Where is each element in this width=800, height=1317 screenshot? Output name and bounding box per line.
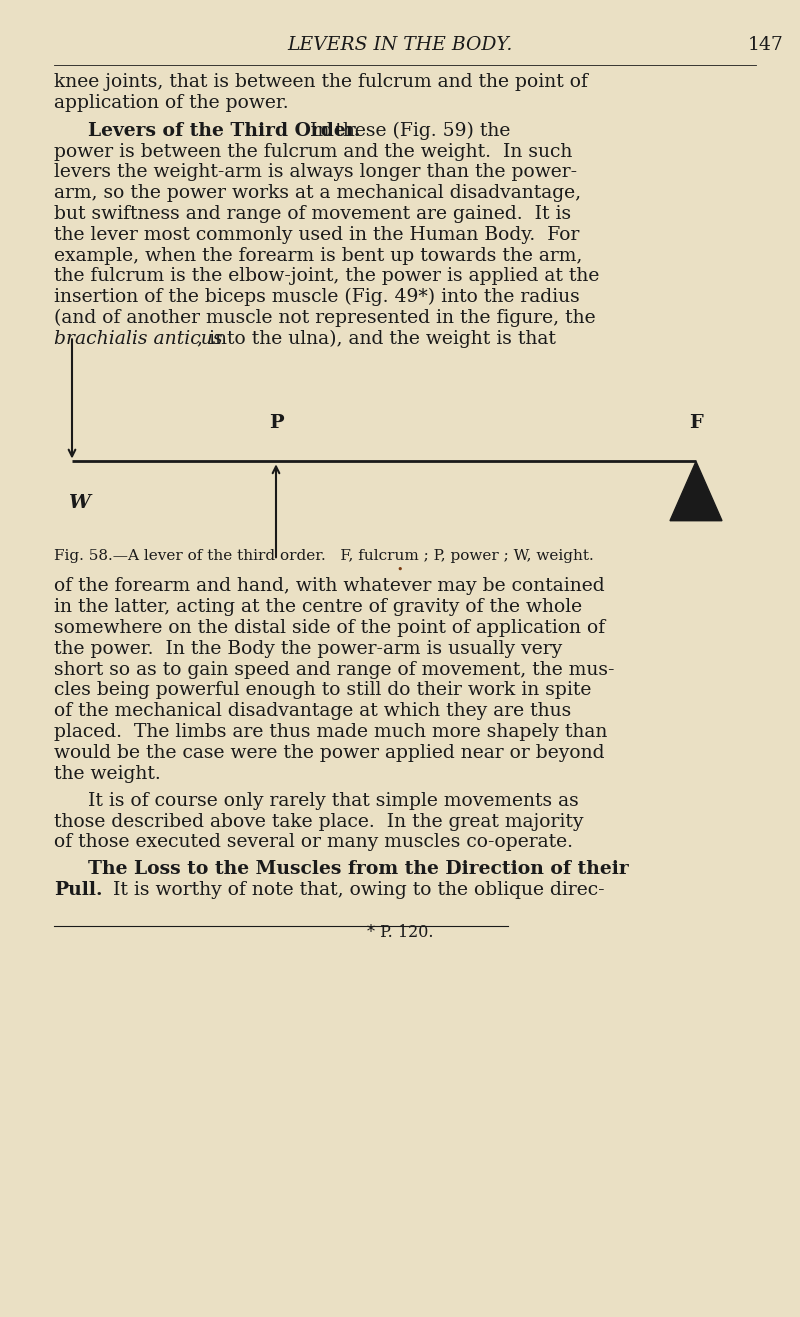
Text: the fulcrum is the elbow-joint, the power is applied at the: the fulcrum is the elbow-joint, the powe… [54, 267, 600, 286]
Text: It is of course only rarely that simple movements as: It is of course only rarely that simple … [88, 792, 578, 810]
Text: The Loss to the Muscles from the Direction of their: The Loss to the Muscles from the Directi… [88, 860, 629, 878]
Text: cles being powerful enough to still do their work in spite: cles being powerful enough to still do t… [54, 681, 592, 699]
Text: application of the power.: application of the power. [54, 94, 289, 112]
Text: brachialis anticus: brachialis anticus [54, 329, 223, 348]
Text: •: • [397, 565, 403, 574]
Text: It is worthy of note that, owing to the oblique direc-: It is worthy of note that, owing to the … [101, 881, 605, 900]
Text: * P. 120.: * P. 120. [366, 923, 434, 940]
Text: the power.  In the Body the power-arm is usually very: the power. In the Body the power-arm is … [54, 640, 562, 658]
Text: of the forearm and hand, with whatever may be contained: of the forearm and hand, with whatever m… [54, 577, 605, 595]
Text: but swiftness and range of movement are gained.  It is: but swiftness and range of movement are … [54, 205, 571, 223]
Text: insertion of the biceps muscle (Fig. 49*) into the radius: insertion of the biceps muscle (Fig. 49*… [54, 288, 580, 307]
Text: knee joints, that is between the fulcrum and the point of: knee joints, that is between the fulcrum… [54, 72, 588, 91]
Text: , into the ulna), and the weight is that: , into the ulna), and the weight is that [197, 329, 556, 348]
Text: in the latter, acting at the centre of gravity of the whole: in the latter, acting at the centre of g… [54, 598, 582, 616]
Text: power is between the fulcrum and the weight.  In such: power is between the fulcrum and the wei… [54, 142, 573, 161]
Text: the weight.: the weight. [54, 765, 161, 782]
Text: F: F [689, 415, 703, 432]
Text: the lever most commonly used in the Human Body.  For: the lever most commonly used in the Huma… [54, 225, 580, 244]
Text: In these (Fig. 59) the: In these (Fig. 59) the [310, 121, 510, 140]
Text: LEVERS IN THE BODY.: LEVERS IN THE BODY. [287, 36, 513, 54]
Text: W: W [68, 494, 90, 512]
Text: of the mechanical disadvantage at which they are thus: of the mechanical disadvantage at which … [54, 702, 572, 720]
Text: would be the case were the power applied near or beyond: would be the case were the power applied… [54, 744, 605, 763]
Text: 147: 147 [748, 36, 784, 54]
Text: somewhere on the distal side of the point of application of: somewhere on the distal side of the poin… [54, 619, 606, 637]
Text: short so as to gain speed and range of movement, the mus-: short so as to gain speed and range of m… [54, 661, 615, 678]
Text: Pull.: Pull. [54, 881, 103, 900]
Text: those described above take place.  In the great majority: those described above take place. In the… [54, 813, 584, 831]
Text: of those executed several or many muscles co-operate.: of those executed several or many muscle… [54, 834, 574, 851]
Text: (and of another muscle not represented in the figure, the: (and of another muscle not represented i… [54, 309, 596, 327]
Polygon shape [670, 461, 722, 520]
Text: P: P [269, 415, 283, 432]
Text: Fig. 58.—A lever of the third order.   F, fulcrum ; P, power ; W, weight.: Fig. 58.—A lever of the third order. F, … [54, 549, 594, 564]
Text: levers the weight-arm is always longer than the power-: levers the weight-arm is always longer t… [54, 163, 578, 182]
Text: example, when the forearm is bent up towards the arm,: example, when the forearm is bent up tow… [54, 246, 582, 265]
Text: placed.  The limbs are thus made much more shapely than: placed. The limbs are thus made much mor… [54, 723, 608, 741]
Text: Levers of the Third Order.: Levers of the Third Order. [88, 121, 360, 140]
Text: arm, so the power works at a mechanical disadvantage,: arm, so the power works at a mechanical … [54, 184, 582, 203]
